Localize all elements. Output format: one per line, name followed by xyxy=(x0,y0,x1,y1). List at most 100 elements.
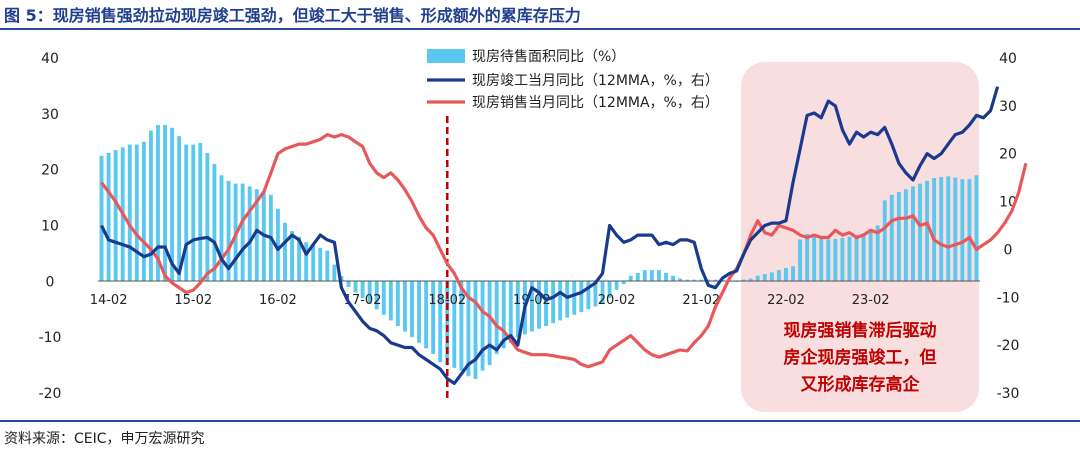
bar xyxy=(325,250,330,282)
bar xyxy=(769,272,774,282)
bar xyxy=(148,130,153,282)
bar xyxy=(473,281,478,380)
bar xyxy=(755,275,760,282)
bar xyxy=(163,125,167,282)
left-axis-tick-label: -10 xyxy=(39,330,62,346)
legend-label: 现房销售当月同比（12MMA，%，右） xyxy=(472,95,719,111)
bar xyxy=(889,194,894,282)
legend-label: 现房竣工当月同比（12MMA，%，右） xyxy=(472,73,719,89)
bar xyxy=(177,136,182,282)
bar xyxy=(367,281,372,304)
bar xyxy=(508,281,513,343)
bar xyxy=(402,281,407,332)
bar xyxy=(762,274,767,282)
bar xyxy=(360,281,365,299)
x-axis: 14-02 15-02 16-02 17-02 18-02 19-02 20-02 21-02… xyxy=(90,293,890,308)
x-axis-tick-label: 21-02 xyxy=(682,293,720,308)
left-axis-tick-label: -20 xyxy=(39,386,62,402)
bar xyxy=(819,236,824,282)
figure-title: 图 5：现房销售强劲拉动现房竣工强劲，但竣工大于销售、形成额外的累库存压力 xyxy=(4,6,581,25)
bar xyxy=(840,237,845,282)
x-axis-tick-label: 18-02 xyxy=(428,293,466,308)
bar xyxy=(748,278,753,282)
right-axis-tick-label: 0 xyxy=(1004,242,1013,258)
bar xyxy=(445,281,450,366)
bar xyxy=(706,279,711,282)
bar xyxy=(798,239,803,282)
left-axis-tick-label: 0 xyxy=(46,274,55,290)
bar xyxy=(388,281,393,321)
bar xyxy=(628,275,633,282)
bar xyxy=(932,178,937,282)
bar xyxy=(459,281,464,371)
chart: -20 -10 0 10 20 30 40 -30 -20 -10 0 10 20 30 40 14-02… xyxy=(39,49,1028,412)
bar xyxy=(607,281,612,299)
bar xyxy=(212,164,217,282)
bar xyxy=(515,281,520,338)
bar xyxy=(431,281,436,354)
x-axis-tick-label: 22-02 xyxy=(767,293,805,308)
bar xyxy=(438,281,443,363)
bar xyxy=(381,281,386,315)
legend-bar-swatch xyxy=(427,49,465,63)
bar xyxy=(417,281,421,343)
bar xyxy=(974,175,979,282)
bar xyxy=(953,177,958,282)
bar xyxy=(699,279,704,282)
bar xyxy=(960,179,965,282)
bar xyxy=(791,266,795,282)
bar xyxy=(649,270,654,282)
x-axis-tick-label: 23-02 xyxy=(852,293,890,308)
bar xyxy=(642,270,647,282)
bar xyxy=(501,281,506,349)
sales-line xyxy=(100,133,1028,369)
bar xyxy=(332,264,337,282)
x-axis-tick-label: 15-02 xyxy=(174,293,212,308)
bar xyxy=(678,278,683,282)
line-series xyxy=(100,86,1028,385)
bar xyxy=(99,155,104,282)
bar xyxy=(586,281,591,310)
bar xyxy=(551,281,556,324)
bar xyxy=(600,281,605,304)
bar xyxy=(692,279,697,282)
bar xyxy=(297,236,302,282)
left-axis: -20 -10 0 10 20 30 40 xyxy=(39,51,62,402)
bar xyxy=(861,233,866,282)
bar xyxy=(741,279,746,282)
bar xyxy=(530,281,534,332)
bar xyxy=(346,281,351,287)
bar xyxy=(184,144,189,282)
right-axis-tick-label: -20 xyxy=(997,338,1020,354)
bar xyxy=(868,231,873,282)
bar xyxy=(812,233,817,282)
bar xyxy=(226,180,231,282)
bar xyxy=(784,267,788,282)
right-axis-tick-label: 30 xyxy=(999,99,1017,115)
left-axis-tick-label: 20 xyxy=(41,163,59,179)
bar xyxy=(572,281,577,315)
bar xyxy=(191,144,196,282)
bar xyxy=(911,186,915,282)
bar xyxy=(466,281,471,377)
x-axis-tick-label: 20-02 xyxy=(598,293,636,308)
bar xyxy=(106,152,111,282)
bar xyxy=(410,281,414,338)
right-axis-tick-label: -30 xyxy=(997,386,1020,402)
bar xyxy=(805,233,810,282)
bar xyxy=(918,183,922,282)
bar xyxy=(156,125,160,282)
annotation-line: 房企现房强竣工，但 xyxy=(784,347,937,368)
legend-label: 现房待售面积同比（%） xyxy=(472,49,625,65)
bar xyxy=(847,236,852,282)
bar xyxy=(833,238,838,282)
bar xyxy=(198,142,203,282)
bar xyxy=(664,272,668,282)
bar xyxy=(579,281,584,313)
bar xyxy=(170,127,175,282)
bar xyxy=(283,222,287,282)
x-axis-tick-label: 14-02 xyxy=(90,293,128,308)
bar xyxy=(903,189,908,282)
